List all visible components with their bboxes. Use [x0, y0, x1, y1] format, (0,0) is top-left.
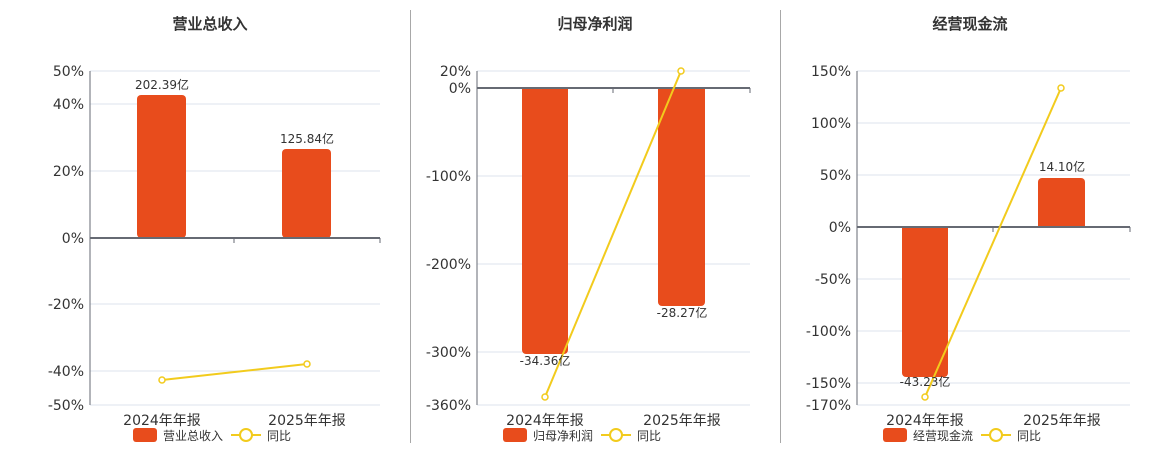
x-category-label: 2024年年报 — [506, 413, 584, 429]
bar-2024 — [902, 227, 948, 377]
bar-value-label: 125.84亿 — [280, 131, 334, 146]
legend-bar-label[interactable]: 经营现金流 — [913, 428, 974, 443]
y-tick: -200% — [426, 257, 471, 273]
yoy-point-2025 — [303, 360, 311, 368]
x-category-label: 2025年年报 — [643, 413, 721, 429]
legend-bar-swatch — [883, 428, 907, 442]
y-tick: 0% — [829, 220, 851, 236]
y-tick: -100% — [426, 169, 471, 185]
y-tick: 50% — [53, 64, 84, 80]
y-tick: 150% — [811, 64, 851, 80]
x-category-label: 2024年年报 — [123, 413, 201, 429]
bar-2025 — [282, 149, 331, 238]
y-tick: -170% — [806, 398, 851, 414]
x-category-label: 2025年年报 — [1023, 413, 1101, 429]
y-tick: -20% — [48, 297, 84, 313]
bar-value-label: 14.10亿 — [1039, 159, 1085, 174]
bar-2025 — [658, 88, 705, 306]
legend-line-label[interactable]: 同比 — [637, 428, 662, 443]
bar-2024 — [522, 88, 568, 354]
bar-value-label: -34.36亿 — [520, 353, 571, 368]
legend-line-label[interactable]: 同比 — [1017, 428, 1042, 443]
y-tick: -300% — [426, 345, 471, 361]
yoy-point-2024 — [921, 393, 929, 401]
yoy-point-2024 — [158, 376, 166, 384]
bar-value-label: -43.23亿 — [900, 374, 951, 389]
chart-plot-net-profit: 20% 0% -100% -200% -300% -360% -34.36亿 -… — [426, 64, 751, 429]
bar-value-label: -28.27亿 — [657, 305, 708, 320]
y-tick: -50% — [815, 272, 851, 288]
x-category-label: 2024年年报 — [886, 413, 964, 429]
y-tick: 100% — [811, 116, 851, 132]
y-tick: 0% — [449, 81, 471, 97]
yoy-point-2025 — [1057, 84, 1065, 92]
chart-panel-net-profit: 归母净利润 20% 0% -100% -200% -300% -360% -34 — [426, 15, 751, 443]
yoy-point-2025 — [677, 67, 685, 75]
chart-title: 经营现金流 — [932, 15, 1008, 33]
legend-bar-label[interactable]: 归母净利润 — [533, 428, 594, 443]
panel-divider — [410, 10, 411, 443]
legend-bar-label[interactable]: 营业总收入 — [163, 428, 224, 443]
legend-bar-swatch — [503, 428, 527, 442]
y-tick: -360% — [426, 398, 471, 414]
panel-divider — [780, 10, 781, 443]
chart-panel-revenue: 营业总收入 50% 40% 20% 0% -20% -40% — [0, 0, 410, 450]
chart-legend: 归母净利润 同比 — [503, 427, 661, 443]
legend-line-icon — [601, 428, 632, 442]
bar-2025 — [1038, 178, 1085, 227]
legend-line-icon — [231, 428, 262, 442]
bar-2024 — [137, 95, 186, 238]
yoy-point-2024 — [541, 393, 549, 401]
y-tick: -50% — [48, 398, 84, 414]
y-tick: -150% — [806, 376, 851, 392]
chart-legend: 营业总收入 同比 — [133, 427, 291, 443]
y-tick: 20% — [53, 164, 84, 180]
y-tick: 40% — [53, 97, 84, 113]
y-tick: -100% — [806, 324, 851, 340]
chart-title: 归母净利润 — [557, 15, 633, 33]
chart-plot-revenue: 50% 40% 20% 0% -20% -40% -50% 202.39亿 12… — [48, 64, 381, 429]
legend-bar-swatch — [133, 428, 157, 442]
legend-line-icon — [981, 428, 1012, 442]
y-tick: 50% — [820, 168, 851, 184]
y-tick: -40% — [48, 364, 84, 380]
legend-line-label[interactable]: 同比 — [267, 428, 292, 443]
bar-value-label: 202.39亿 — [135, 77, 189, 92]
chart-title: 营业总收入 — [172, 15, 248, 33]
chart-legend: 经营现金流 同比 — [883, 427, 1041, 443]
y-tick: 20% — [440, 64, 471, 80]
x-category-label: 2025年年报 — [268, 413, 346, 429]
y-tick: 0% — [62, 231, 84, 247]
